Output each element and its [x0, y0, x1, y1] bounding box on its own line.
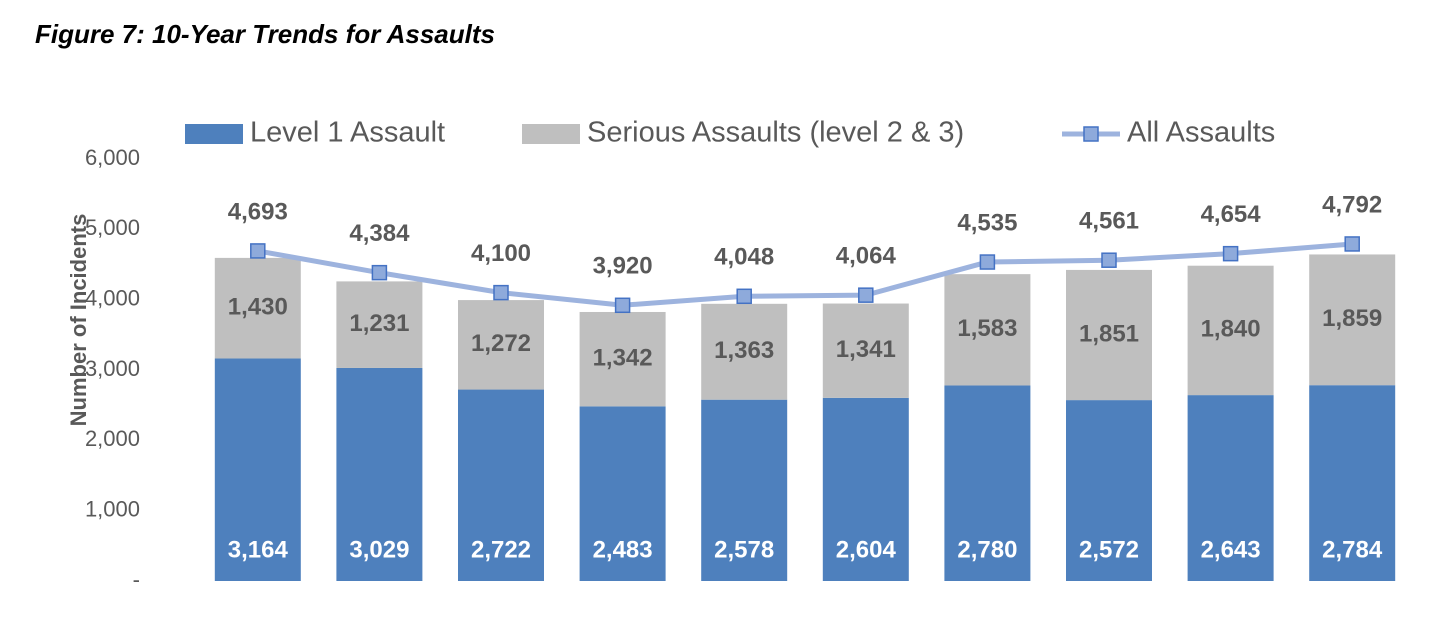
bar [336, 281, 423, 368]
bar [336, 367, 423, 581]
legend-label: Level 1 Assault [250, 117, 445, 149]
marker [614, 297, 631, 314]
marker [250, 243, 266, 259]
bar [1309, 385, 1396, 581]
bar [458, 389, 544, 581]
data-label: 4,048 [714, 244, 774, 271]
data-label: 1,840 [1201, 316, 1261, 343]
data-label: 3,164 [228, 536, 289, 563]
data-label: 1,430 [228, 294, 288, 321]
data-label: 1,272 [471, 330, 531, 357]
marker [493, 284, 509, 301]
y-tick-label: 4,000 [85, 285, 140, 310]
data-label: 4,654 [1201, 201, 1262, 228]
data-label: 4,384 [349, 220, 410, 247]
bar [944, 274, 1031, 386]
bar [701, 303, 788, 400]
marker [1222, 245, 1239, 262]
y-tick-label: 3,000 [85, 356, 140, 381]
y-axis-label: Number of Incidents [66, 214, 91, 427]
bar [1309, 254, 1396, 386]
marker [1344, 236, 1360, 252]
bar [1066, 400, 1152, 581]
data-label: 4,792 [1322, 191, 1382, 218]
data-label: 2,483 [593, 536, 653, 563]
y-tick-label: 6,000 [85, 145, 140, 170]
data-label: 1,231 [349, 310, 409, 337]
y-tick-label: - [133, 567, 140, 592]
bar [1187, 395, 1274, 581]
data-label: 4,100 [471, 240, 531, 267]
data-label: 1,851 [1079, 320, 1139, 347]
bar [822, 303, 909, 398]
y-tick-label: 2,000 [85, 426, 140, 451]
marker [1101, 252, 1117, 268]
bar [214, 257, 301, 359]
bar [458, 300, 544, 390]
legend-label: Serious Assaults (level 2 & 3) [587, 117, 964, 149]
marker [979, 254, 996, 270]
data-label: 1,859 [1322, 305, 1382, 332]
legend-label: All Assaults [1127, 117, 1275, 149]
bar [1187, 265, 1274, 396]
bar [1066, 269, 1152, 401]
data-label: 2,572 [1079, 536, 1139, 563]
bar [822, 397, 909, 581]
marker [371, 264, 388, 281]
data-label: 4,693 [228, 198, 288, 225]
line [257, 241, 1353, 308]
legend-swatch [522, 124, 580, 144]
data-label: 2,784 [1322, 536, 1383, 563]
marker [858, 287, 874, 303]
data-label: 1,341 [836, 336, 896, 363]
bar [579, 406, 666, 581]
data-label: 3,029 [349, 536, 409, 563]
y-tick-label: 1,000 [85, 496, 140, 521]
data-label: 3,920 [593, 253, 653, 280]
bar [579, 311, 666, 407]
data-label: 2,643 [1201, 536, 1261, 563]
legend-swatch [185, 124, 243, 144]
bar [214, 358, 301, 581]
data-label: 4,064 [836, 243, 897, 270]
data-label: 4,561 [1079, 208, 1139, 235]
data-label: 2,722 [471, 536, 531, 563]
legend-marker [1083, 126, 1099, 142]
bar [701, 399, 788, 581]
y-tick-label: 5,000 [85, 215, 140, 240]
data-label: 4,535 [957, 209, 1017, 236]
data-label: 1,583 [957, 315, 1017, 342]
marker [736, 288, 752, 305]
data-label: 1,342 [593, 345, 653, 372]
data-label: 1,363 [714, 337, 774, 364]
data-label: 2,604 [836, 536, 897, 563]
chart-title: Figure 7: 10-Year Trends for Assaults [35, 19, 495, 49]
data-label: 2,578 [714, 536, 774, 563]
data-label: 2,780 [957, 536, 1017, 563]
bar [944, 385, 1031, 581]
